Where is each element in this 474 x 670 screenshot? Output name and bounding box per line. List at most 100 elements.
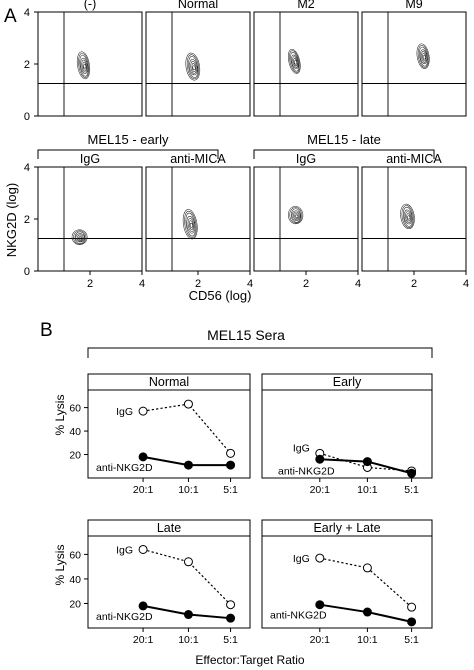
group-bracket-late	[253, 149, 435, 159]
y-tick-label: 40	[69, 574, 81, 586]
contour-line	[402, 206, 413, 227]
contour-line	[289, 207, 303, 224]
lysis-chart-title: Early	[333, 375, 362, 389]
contour-line	[189, 222, 193, 228]
igg-series-label: IgG	[293, 442, 310, 454]
flow-plot-label: anti-MICA	[170, 152, 226, 166]
anti-nkg2d-data-point	[226, 460, 236, 470]
contour-line	[406, 213, 411, 222]
contour-line	[291, 210, 301, 221]
contour-line	[190, 61, 197, 74]
lysis-chart-title: Early + Late	[313, 521, 380, 535]
contour-line	[71, 229, 88, 245]
flow-plot-label: M2	[297, 0, 314, 11]
contour-line	[419, 46, 428, 67]
flow-plot-label: IgG	[296, 152, 316, 166]
contour-line	[407, 215, 411, 220]
contour-line	[288, 48, 301, 74]
panel-b-y-axis-label-2: % Lysis	[53, 545, 67, 586]
anti-nkg2d-data-point	[138, 452, 148, 462]
contour-line	[186, 54, 200, 80]
lysis-chart-frame	[261, 519, 433, 629]
contour-line	[81, 59, 88, 73]
contour-line	[400, 203, 415, 230]
x-tick-label: 5:1	[404, 634, 419, 646]
contour-line	[78, 53, 90, 78]
contour-line	[184, 210, 197, 238]
x-tick-label: 4	[247, 278, 253, 290]
flow-plot-frame	[145, 166, 251, 272]
lysis-chart: Early 20:1 10:1 5:1 IgG anti-NKG2D	[261, 373, 433, 496]
anti-nkg2d-data-point	[226, 613, 236, 623]
anti-nkg2d-series-label: anti-NKG2D	[96, 611, 153, 623]
igg-data-point	[138, 406, 148, 416]
x-tick-label: 2	[195, 278, 201, 290]
contour-line	[295, 214, 299, 219]
y-tick-label: 4	[24, 7, 30, 19]
contour-line	[83, 64, 87, 69]
flow-plot: (-) 0 2 4	[24, 0, 143, 123]
contour-line	[73, 230, 87, 245]
flow-plot: M9	[361, 0, 467, 117]
lysis-chart: Normal 20 40 60 20:1 10:1 5:1 IgG anti-NKG2D	[69, 373, 251, 496]
contour-line	[416, 43, 430, 69]
x-tick-label: 4	[355, 278, 361, 290]
anti-nkg2d-data-point	[407, 617, 417, 627]
flow-plot-label: Normal	[178, 0, 218, 11]
contour-line	[405, 211, 412, 223]
y-tick-label: 0	[24, 111, 30, 123]
anti-nkg2d-data-point	[362, 457, 372, 467]
lysis-chart-title: Normal	[149, 375, 189, 389]
flow-plot-frame	[253, 166, 359, 272]
anti-nkg2d-data-point	[315, 600, 325, 610]
lysis-chart: Late 20 40 60 20:1 10:1 5:1 IgG anti-NKG2D	[69, 519, 251, 646]
igg-data-point	[407, 602, 417, 612]
igg-data-point	[183, 557, 193, 567]
anti-nkg2d-data-point	[183, 610, 193, 620]
panel-b-title: MEL15 Sera	[207, 327, 285, 343]
flow-plot: anti-MICA 2 4	[361, 152, 469, 290]
flow-plot-frame	[361, 11, 467, 117]
contour-line	[76, 234, 84, 242]
contour-line	[79, 236, 83, 241]
contour-line	[74, 231, 86, 244]
y-tick-label: 60	[69, 403, 81, 415]
contour-line	[80, 57, 88, 74]
panel-a-y-axis-label: NKG2D (log)	[4, 183, 19, 257]
group-label-late: MEL15 - late	[307, 132, 381, 147]
contour-line	[417, 45, 429, 68]
x-tick-label: 20:1	[133, 484, 154, 496]
contour-line	[419, 49, 428, 65]
contour-line	[185, 52, 201, 81]
flow-plot: Normal	[145, 0, 251, 117]
x-tick-label: 20:1	[310, 484, 331, 496]
anti-nkg2d-series-label: anti-NKG2D	[270, 610, 327, 622]
y-tick-label: 20	[69, 598, 81, 610]
x-tick-label: 4	[463, 278, 469, 290]
igg-data-point	[315, 553, 325, 563]
y-tick-label: 60	[69, 549, 81, 561]
y-tick-label: 0	[24, 266, 30, 278]
contour-line	[290, 51, 300, 72]
flow-plot: IgG 2 4	[253, 152, 361, 290]
anti-nkg2d-series-label: anti-NKG2D	[96, 462, 153, 474]
y-tick-label: 20	[69, 450, 81, 462]
contour-line	[287, 206, 304, 225]
contour-line	[189, 220, 194, 231]
x-tick-label: 5:1	[223, 484, 238, 496]
flow-plot-frame	[37, 11, 143, 117]
contour-line	[185, 212, 196, 237]
contour-line	[401, 205, 414, 228]
panel-b-title-bracket	[87, 347, 433, 358]
x-tick-label: 2	[303, 278, 309, 290]
contour-line	[186, 216, 196, 234]
anti-nkg2d-data-point	[183, 460, 193, 470]
x-tick-label: 5:1	[404, 484, 419, 496]
contour-line	[290, 208, 302, 223]
x-tick-label: 2	[87, 278, 93, 290]
igg-data-point	[226, 600, 236, 610]
flow-plot: M2	[253, 0, 359, 117]
flow-plot-frame	[253, 11, 359, 117]
x-tick-label: 20:1	[133, 634, 154, 646]
